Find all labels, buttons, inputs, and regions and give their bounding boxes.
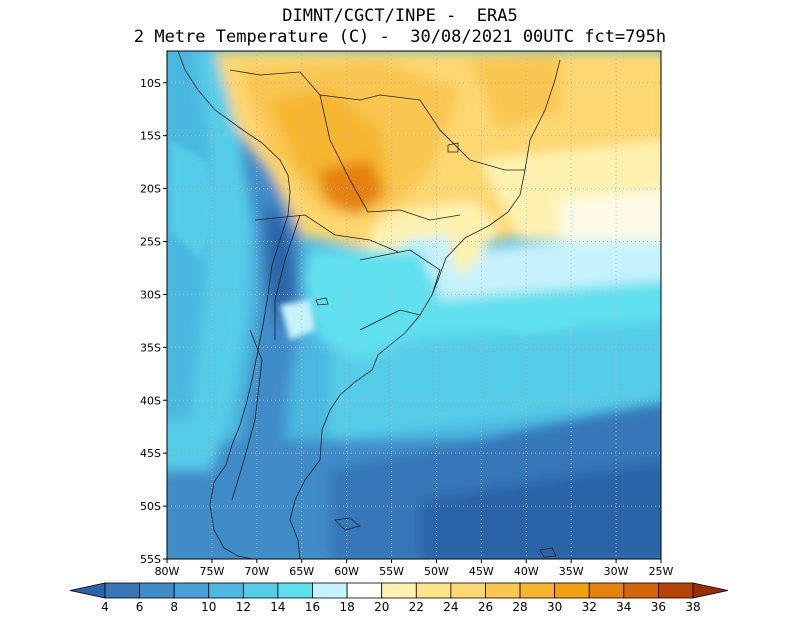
colorbar-level-label: 18	[339, 600, 354, 614]
lon-tick-label: 55W	[379, 565, 404, 578]
map-frame	[166, 50, 662, 560]
lon-tick-label: 70W	[244, 565, 269, 578]
colorbar-level-label: 4	[101, 600, 109, 614]
colorbar-level-label: 32	[582, 600, 597, 614]
lat-tick-label: 45S	[140, 447, 161, 460]
lat-tick-label: 55S	[140, 553, 161, 566]
colorbar-level-label: 14	[270, 600, 285, 614]
lon-tick-label: 30W	[604, 565, 629, 578]
lon-tick-label: 60W	[334, 565, 359, 578]
colorbar-box	[312, 582, 348, 599]
colorbar-level-label: 22	[409, 600, 424, 614]
colorbar-box	[381, 582, 417, 599]
map-title-line-1: DIMNT/CGCT/INPE - ERA5	[282, 6, 518, 26]
lon-tick-label: 75W	[199, 565, 224, 578]
colorbar-level-label: 30	[547, 600, 562, 614]
colorbar-arrow-low	[69, 582, 106, 599]
colorbar-labels: 4 6 8 10 12 14 16 18 20 22 24 26 28 30 32 34 36 38	[101, 600, 700, 614]
lat-tick-label: 35S	[140, 341, 161, 354]
colorbar-box	[415, 582, 452, 599]
colorbar-level-label: 24	[443, 600, 458, 614]
colorbar-box	[173, 582, 210, 599]
colorbar-level-label: 16	[305, 600, 320, 614]
map-title-line-2: 2 Metre Temperature (C) - 30/08/2021 00U…	[133, 27, 667, 47]
lon-tick-label: 50W	[424, 565, 449, 578]
lat-tick-label: 20S	[140, 183, 161, 196]
colorbar-box	[450, 582, 486, 599]
colorbar-level-label: 36	[651, 600, 666, 614]
colorbar-level-label: 6	[136, 600, 144, 614]
colorbar-box	[658, 582, 694, 599]
colorbar-box	[277, 582, 313, 599]
lat-tick-label: 30S	[140, 288, 161, 301]
lon-tick-label: 45W	[469, 565, 494, 578]
colorbar-level-label: 10	[201, 600, 216, 614]
colorbar-box	[485, 582, 521, 599]
lat-tick-label: 50S	[140, 500, 161, 513]
colorbar	[69, 582, 729, 599]
lon-tick-label: 65W	[289, 565, 314, 578]
colorbar-box	[208, 582, 244, 599]
colorbar-level-label: 38	[685, 600, 700, 614]
colorbar-box	[519, 582, 556, 599]
colorbar-box	[554, 582, 590, 599]
coastline-borders	[177, 51, 561, 559]
colorbar-level-label: 34	[616, 600, 631, 614]
colorbar-box	[623, 582, 659, 599]
lon-tick-label: 35W	[559, 565, 584, 578]
latitude-tick-labels: 10S 15S 20S 25S 30S 35S 40S 45S 50S 55S	[140, 77, 161, 566]
colorbar-level-label: 12	[236, 600, 251, 614]
colorbar-level-label: 8	[170, 600, 178, 614]
map-gridlines	[167, 51, 661, 559]
colorbar-box	[104, 582, 140, 599]
lat-tick-label: 15S	[140, 130, 161, 143]
colorbar-box	[588, 582, 625, 599]
longitude-tick-labels: 80W 75W 70W 65W 60W 55W 50W 45W 40W 35W 30W 25W	[155, 565, 674, 578]
lat-tick-label: 10S	[140, 77, 161, 90]
temperature-field	[167, 51, 661, 559]
colorbar-box	[242, 582, 279, 599]
lon-tick-label: 25W	[649, 565, 674, 578]
lat-tick-label: 25S	[140, 236, 161, 249]
colorbar-level-label: 20	[374, 600, 389, 614]
colorbar-level-label: 26	[478, 600, 493, 614]
colorbar-box	[346, 582, 383, 599]
lon-tick-label: 40W	[514, 565, 539, 578]
lon-tick-label: 80W	[155, 565, 180, 578]
axis-ticks	[163, 82, 662, 563]
colorbar-level-label: 28	[512, 600, 527, 614]
colorbar-box	[139, 582, 175, 599]
lat-tick-label: 40S	[140, 394, 161, 407]
colorbar-arrow-high	[692, 582, 729, 599]
